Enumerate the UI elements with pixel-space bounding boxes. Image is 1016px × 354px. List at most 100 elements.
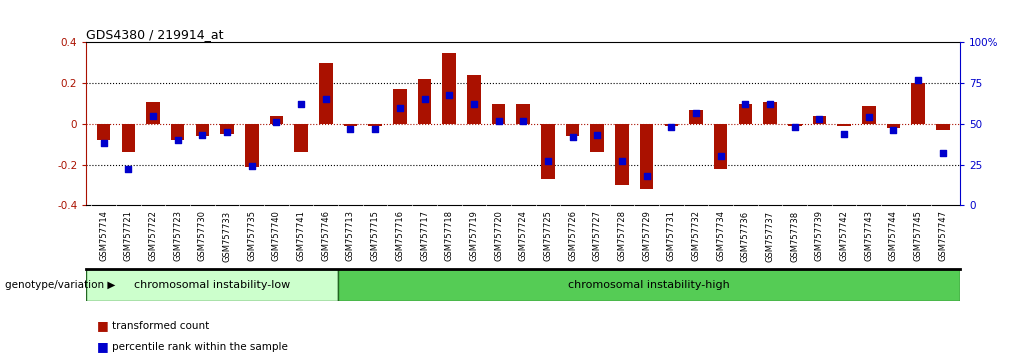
Bar <box>640 124 653 189</box>
Text: GSM757724: GSM757724 <box>519 210 527 261</box>
Text: GSM757738: GSM757738 <box>790 210 800 262</box>
Bar <box>442 53 456 124</box>
Text: genotype/variation ▶: genotype/variation ▶ <box>5 280 116 290</box>
Point <box>244 164 260 169</box>
Text: GSM757730: GSM757730 <box>198 210 207 261</box>
Text: GSM757729: GSM757729 <box>642 210 651 261</box>
Text: GSM757714: GSM757714 <box>100 210 108 261</box>
Text: percentile rank within the sample: percentile rank within the sample <box>112 342 288 352</box>
Text: GSM757746: GSM757746 <box>321 210 330 261</box>
Bar <box>319 63 332 124</box>
Text: GSM757733: GSM757733 <box>223 210 232 262</box>
Bar <box>566 124 579 136</box>
Bar <box>295 124 308 152</box>
Point <box>96 141 112 146</box>
Bar <box>86 269 338 301</box>
Point <box>638 173 654 179</box>
Point <box>539 159 556 164</box>
Point <box>712 154 728 159</box>
Text: GSM757743: GSM757743 <box>865 210 874 261</box>
Text: GSM757736: GSM757736 <box>741 210 750 262</box>
Bar <box>664 124 678 126</box>
Point <box>812 116 828 122</box>
Text: transformed count: transformed count <box>112 321 209 331</box>
Text: GSM757744: GSM757744 <box>889 210 898 261</box>
Point <box>417 97 433 102</box>
Point <box>663 124 680 130</box>
Point <box>589 132 606 138</box>
Text: GSM757722: GSM757722 <box>148 210 157 261</box>
Text: chromosomal instability-high: chromosomal instability-high <box>568 280 729 290</box>
Bar <box>195 124 209 136</box>
Text: chromosomal instability-low: chromosomal instability-low <box>134 280 291 290</box>
Bar <box>146 102 160 124</box>
Text: GSM757723: GSM757723 <box>173 210 182 261</box>
Bar <box>343 124 358 126</box>
Bar <box>936 124 950 130</box>
Text: GSM757728: GSM757728 <box>618 210 627 261</box>
Point <box>836 131 852 137</box>
Bar <box>862 105 876 124</box>
Bar <box>245 124 258 167</box>
Text: ■: ■ <box>97 341 109 353</box>
Bar <box>714 124 727 169</box>
Bar <box>788 124 802 126</box>
Bar <box>220 124 234 134</box>
Text: GSM757745: GSM757745 <box>913 210 923 261</box>
Text: GSM757731: GSM757731 <box>666 210 676 261</box>
Point <box>318 97 334 102</box>
Bar <box>887 124 900 128</box>
Text: GSM757737: GSM757737 <box>766 210 774 262</box>
Point <box>441 92 457 97</box>
Point <box>170 137 186 143</box>
Point <box>786 124 803 130</box>
Text: GSM757719: GSM757719 <box>469 210 479 261</box>
Text: GSM757725: GSM757725 <box>544 210 553 261</box>
Point <box>120 167 136 172</box>
Bar <box>338 269 960 301</box>
Text: GSM757740: GSM757740 <box>272 210 280 261</box>
Text: GSM757739: GSM757739 <box>815 210 824 261</box>
Point <box>935 150 951 156</box>
Text: GSM757747: GSM757747 <box>939 210 947 261</box>
Point <box>688 110 704 115</box>
Text: GSM757734: GSM757734 <box>716 210 725 261</box>
Text: GSM757742: GSM757742 <box>839 210 848 261</box>
Point <box>194 132 210 138</box>
Bar <box>837 124 850 126</box>
Bar <box>516 104 530 124</box>
Bar <box>97 124 111 140</box>
Text: GSM757718: GSM757718 <box>445 210 454 261</box>
Point <box>885 127 901 133</box>
Bar <box>269 116 283 124</box>
Point <box>861 115 877 120</box>
Bar <box>492 104 505 124</box>
Point <box>738 102 754 107</box>
Text: GSM757741: GSM757741 <box>297 210 306 261</box>
Point <box>268 119 284 125</box>
Bar <box>369 124 382 126</box>
Point <box>367 126 383 132</box>
Point <box>293 102 309 107</box>
Text: GSM757715: GSM757715 <box>371 210 380 261</box>
Bar <box>739 104 752 124</box>
Bar <box>813 116 826 124</box>
Text: GSM757717: GSM757717 <box>420 210 429 261</box>
Text: GSM757720: GSM757720 <box>494 210 503 261</box>
Point <box>465 102 482 107</box>
Bar <box>689 110 703 124</box>
Bar <box>393 89 406 124</box>
Text: ■: ■ <box>97 319 109 332</box>
Point <box>392 105 408 110</box>
Point <box>762 102 778 107</box>
Point <box>342 126 359 132</box>
Text: GSM757716: GSM757716 <box>395 210 404 261</box>
Bar <box>122 124 135 152</box>
Text: GSM757713: GSM757713 <box>346 210 355 261</box>
Bar <box>542 124 555 179</box>
Bar <box>590 124 605 152</box>
Point <box>910 77 927 83</box>
Text: GSM757726: GSM757726 <box>568 210 577 261</box>
Bar <box>418 79 432 124</box>
Bar <box>911 83 925 124</box>
